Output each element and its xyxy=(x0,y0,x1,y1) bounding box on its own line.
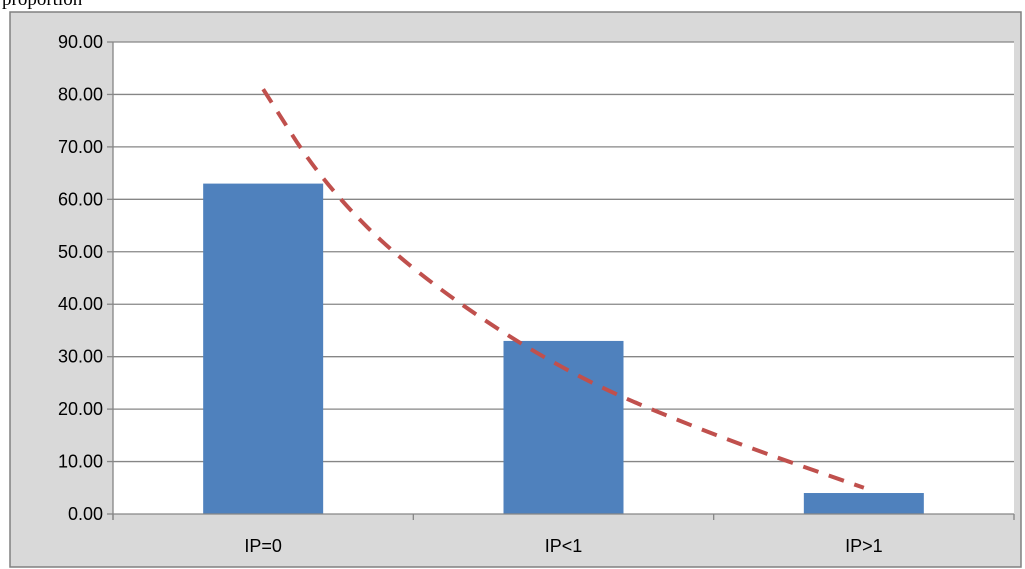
x-tick-label: IP=0 xyxy=(244,536,282,556)
y-tick-label: 50.00 xyxy=(58,242,103,262)
y-tick-label: 0.00 xyxy=(68,504,103,524)
y-tick-label: 20.00 xyxy=(58,399,103,419)
y-tick-label: 10.00 xyxy=(58,452,103,472)
x-tick-label: IP<1 xyxy=(545,536,583,556)
y-tick-label: 40.00 xyxy=(58,294,103,314)
top-text-fragment-content: proportion xyxy=(2,0,82,11)
x-tick-label: IP>1 xyxy=(845,536,883,556)
y-tick-label: 60.00 xyxy=(58,189,103,209)
x-axis-tick-labels: IP=0 IP<1 IP>1 xyxy=(244,536,882,556)
y-tick-label: 80.00 xyxy=(58,84,103,104)
bars xyxy=(203,183,924,514)
bar-2 xyxy=(803,493,924,514)
y-tick-label: 30.00 xyxy=(58,347,103,367)
axes xyxy=(107,41,1015,520)
top-text-fragment: proportion xyxy=(0,0,120,12)
y-tick-label: 90.00 xyxy=(58,32,103,52)
y-tick-label: 70.00 xyxy=(58,137,103,157)
y-axis-tick-labels: 0.00 10.00 20.00 30.00 40.00 50.00 60.00 70.00 8… xyxy=(58,32,103,524)
bar-0 xyxy=(203,183,324,514)
